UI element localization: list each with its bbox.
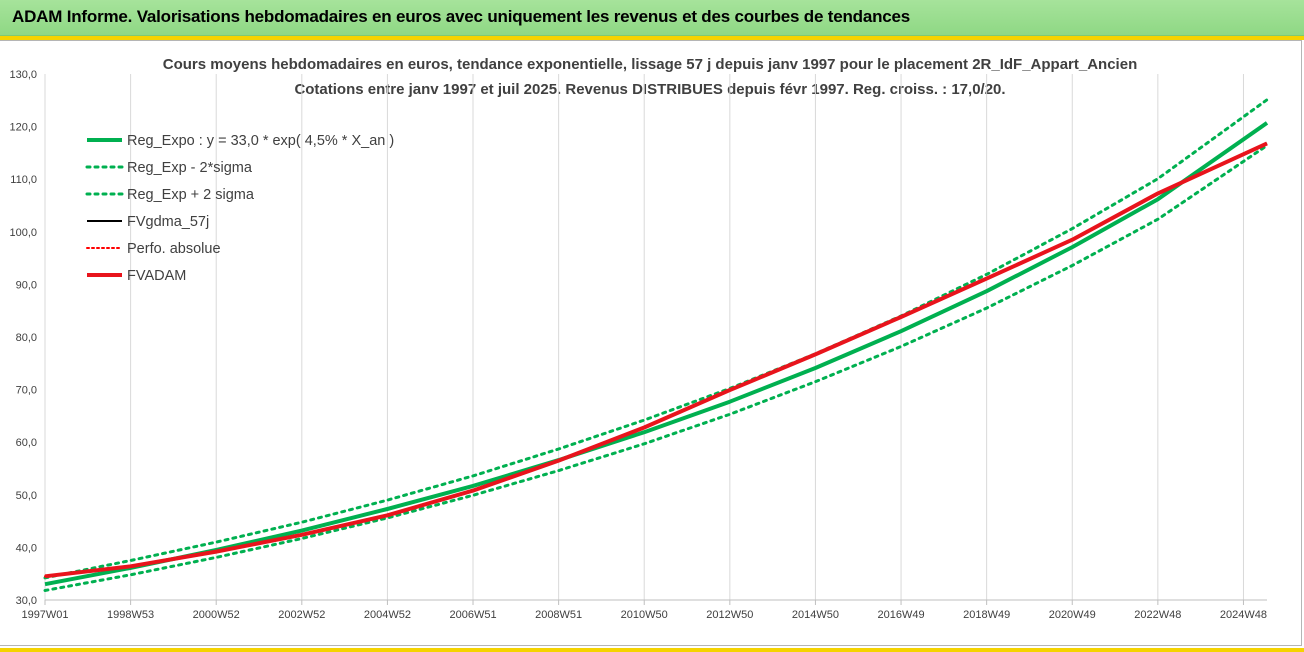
y-tick-label: 30,0 bbox=[16, 595, 37, 607]
report-title: ADAM Informe. Valorisations hebdomadaire… bbox=[12, 7, 911, 26]
y-tick-label: 60,0 bbox=[16, 437, 37, 449]
x-tick-label: 2018W49 bbox=[963, 609, 1010, 621]
legend-label: Reg_Exp + 2 sigma bbox=[127, 187, 255, 203]
series-line-5 bbox=[44, 141, 1268, 579]
x-tick-label: 1998W53 bbox=[107, 609, 154, 621]
series-lines bbox=[43, 98, 1269, 592]
x-tick-label: 1997W01 bbox=[21, 609, 68, 621]
series-line-0 bbox=[44, 121, 1269, 587]
x-tick-label: 2024W48 bbox=[1220, 609, 1267, 621]
y-tick-label: 70,0 bbox=[16, 385, 37, 397]
top-yellow-rule bbox=[0, 36, 1304, 40]
y-tick-label: 100,0 bbox=[9, 227, 37, 239]
line-chart: Cours moyens hebdomadaires en euros, ten… bbox=[9, 56, 1269, 621]
chart-title: Cours moyens hebdomadaires en euros, ten… bbox=[163, 56, 1137, 73]
y-tick-label: 80,0 bbox=[16, 332, 37, 344]
y-tick-label: 50,0 bbox=[16, 490, 37, 502]
x-tick-label: 2012W50 bbox=[706, 609, 753, 621]
series-line-4 bbox=[44, 142, 1268, 578]
x-axis: 1997W01 1998W53 2000W52 2002W52 2004W52 2006W… bbox=[21, 599, 1267, 621]
x-tick-label: 2010W50 bbox=[621, 609, 668, 621]
legend-label: FVgdma_57j bbox=[127, 214, 209, 230]
x-tick-label: 2002W52 bbox=[278, 609, 325, 621]
y-tick-label: 40,0 bbox=[16, 542, 37, 554]
x-tick-label: 2022W48 bbox=[1134, 609, 1181, 621]
y-tick-label: 90,0 bbox=[16, 279, 37, 291]
legend: Reg_Expo : y = 33,0 * exp( 4,5% * X_an )… bbox=[85, 133, 394, 284]
legend-label: FVADAM bbox=[127, 268, 186, 284]
x-tick-label: 2014W50 bbox=[792, 609, 839, 621]
y-tick-label: 110,0 bbox=[10, 174, 37, 186]
series-line-1 bbox=[43, 144, 1269, 592]
legend-label: Perfo. absolue bbox=[127, 241, 221, 257]
y-tick-label: 120,0 bbox=[9, 122, 37, 134]
x-tick-label: 2004W52 bbox=[364, 609, 411, 621]
legend-label: Reg_Expo : y = 33,0 * exp( 4,5% * X_an ) bbox=[127, 133, 394, 149]
report-banner: ADAM Informe. Valorisations hebdomadaire… bbox=[0, 0, 1304, 36]
y-tick-label: 130,0 bbox=[9, 69, 37, 81]
bottom-yellow-rule bbox=[0, 648, 1304, 652]
legend-label: Reg_Exp - 2*sigma bbox=[127, 160, 253, 176]
series-line-3 bbox=[44, 142, 1268, 578]
chart-frame bbox=[0, 40, 1302, 646]
x-tick-label: 2008W51 bbox=[535, 609, 582, 621]
x-tick-label: 2016W49 bbox=[877, 609, 924, 621]
chart-subtitle: Cotations entre janv 1997 et juil 2025. … bbox=[294, 81, 1005, 98]
series-line-2 bbox=[43, 98, 1269, 580]
gridlines bbox=[44, 74, 1244, 600]
x-tick-label: 2000W52 bbox=[193, 609, 240, 621]
x-tick-label: 2006W51 bbox=[449, 609, 496, 621]
y-axis: 30,0 40,0 50,0 60,0 70,0 80,0 90,0 100,0 110,0 12… bbox=[9, 69, 37, 607]
x-tick-label: 2020W49 bbox=[1049, 609, 1096, 621]
